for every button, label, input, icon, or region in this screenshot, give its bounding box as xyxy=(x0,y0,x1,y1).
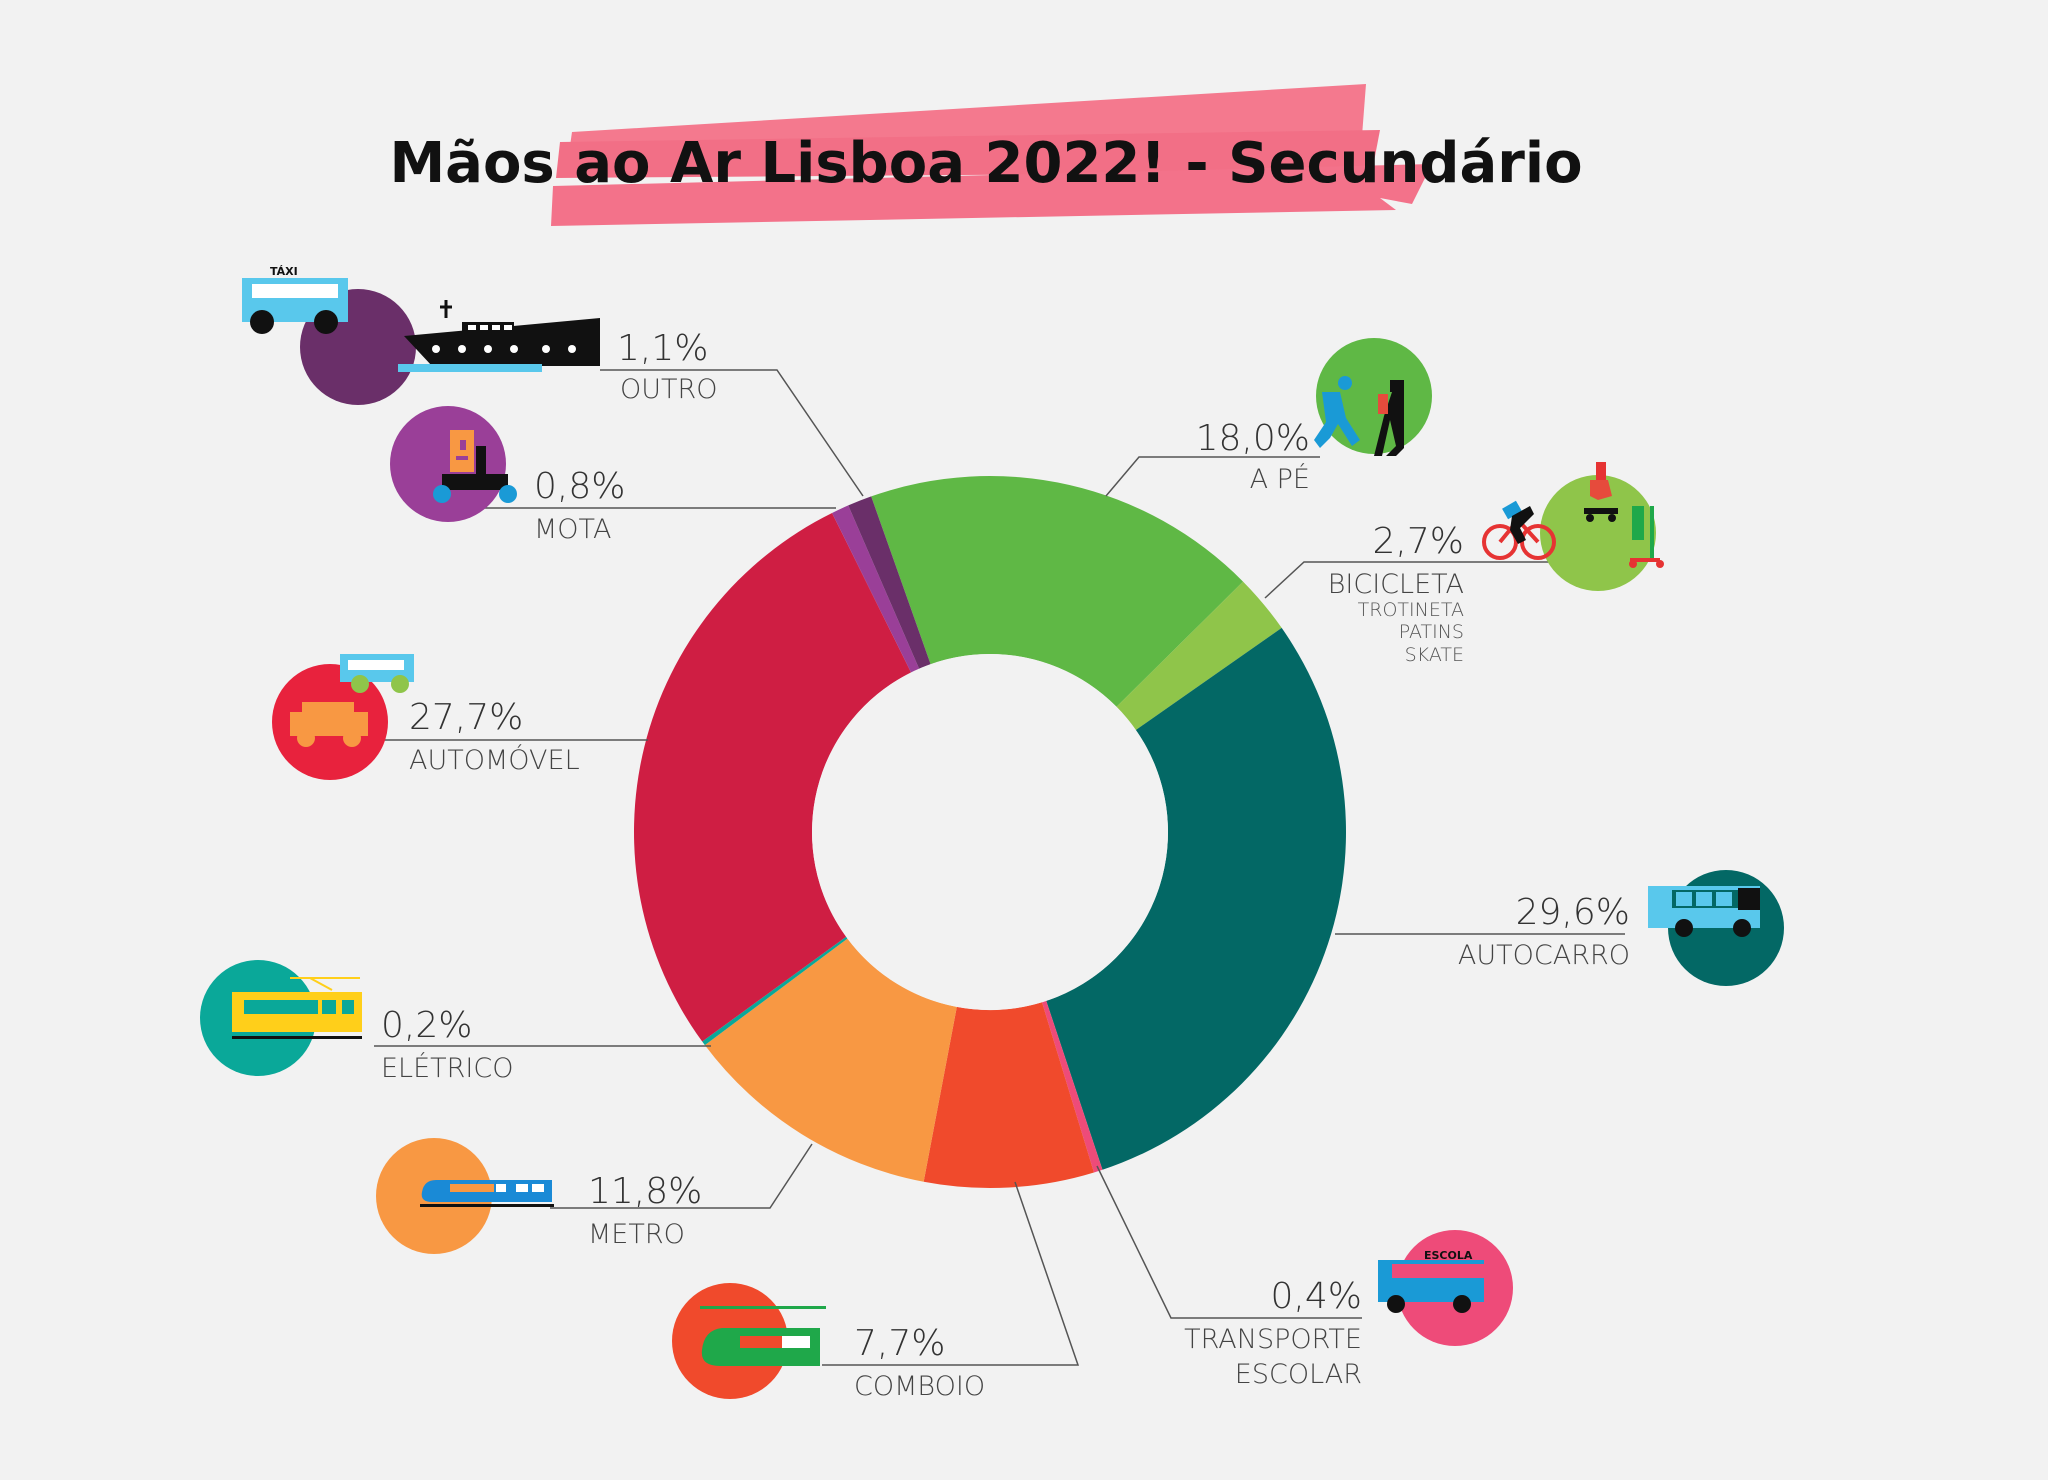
label-value-outro: 1,1% xyxy=(617,328,708,369)
label-name-a-pe: A PÉ xyxy=(1250,463,1310,495)
train-icon xyxy=(672,1283,826,1399)
bus-icon xyxy=(1648,870,1784,986)
slice-automovel xyxy=(634,512,912,1042)
taxi-boat-icon: TÁXI xyxy=(242,265,600,405)
slice-a-pe xyxy=(871,476,1244,707)
taxi-sign: TÁXI xyxy=(270,265,298,278)
metro-icon xyxy=(376,1138,554,1254)
slice-bicicleta xyxy=(1116,581,1282,730)
label-value-metro: 11,8% xyxy=(588,1171,702,1212)
label-sub-trotineta: TROTINETA xyxy=(1358,599,1464,621)
slice-transporte-escolar xyxy=(1041,1000,1103,1173)
car-icon xyxy=(272,654,414,780)
slice-autocarro xyxy=(1046,627,1346,1170)
label-value-a-pe: 18,0% xyxy=(1196,418,1310,459)
tram-icon xyxy=(200,960,362,1076)
label-value-mota: 0,8% xyxy=(534,466,625,507)
label-name-transporte: TRANSPORTE xyxy=(1184,1324,1362,1355)
slice-labels: 18,0% A PÉ 2,7% BICICLETA TROTINETA PATI… xyxy=(381,328,1630,1402)
label-sub-patins: PATINS xyxy=(1399,621,1464,643)
walking-icon xyxy=(1314,338,1432,456)
label-value-eletrico: 0,2% xyxy=(381,1005,472,1046)
label-value-comboio: 7,7% xyxy=(854,1323,945,1364)
label-name-mota: MOTA xyxy=(534,514,611,545)
slice-outro xyxy=(848,496,931,669)
slice-eletrico xyxy=(702,936,848,1046)
label-name-eletrico: ELÉTRICO xyxy=(381,1052,513,1084)
donut-hole xyxy=(812,654,1168,1010)
label-value-automovel: 27,7% xyxy=(409,697,523,738)
school-bus-sign: ESCOLA xyxy=(1424,1249,1473,1262)
slice-metro xyxy=(704,938,957,1182)
label-name-automovel: AUTOMÓVEL xyxy=(409,744,580,776)
label-value-transporte-escolar: 0,4% xyxy=(1271,1276,1362,1317)
leader-lines xyxy=(366,369,1625,1366)
school-bus-icon: ESCOLA xyxy=(1378,1230,1513,1346)
title-banner: Mãos ao Ar Lisboa 2022! - Secundário xyxy=(389,84,1583,226)
donut-slices xyxy=(634,476,1346,1188)
motorbike-icon xyxy=(390,406,517,522)
slice-comboio xyxy=(923,1002,1094,1188)
label-value-autocarro: 29,6% xyxy=(1516,892,1630,933)
label-name-comboio: COMBOIO xyxy=(854,1371,985,1402)
label-name-autocarro: AUTOCARRO xyxy=(1458,940,1630,971)
label-name-bicicleta: BICICLETA xyxy=(1328,569,1464,600)
label-name-metro: METRO xyxy=(588,1219,685,1250)
chart-title: Mãos ao Ar Lisboa 2022! - Secundário xyxy=(389,131,1582,196)
slice-mota xyxy=(832,505,920,673)
label-name-escolar: ESCOLAR xyxy=(1235,1359,1362,1390)
bicycle-icon xyxy=(1482,462,1664,591)
label-value-bicicleta: 2,7% xyxy=(1373,521,1464,562)
label-name-outro: OUTRO xyxy=(620,374,718,405)
label-sub-skate: SKATE xyxy=(1405,644,1464,666)
